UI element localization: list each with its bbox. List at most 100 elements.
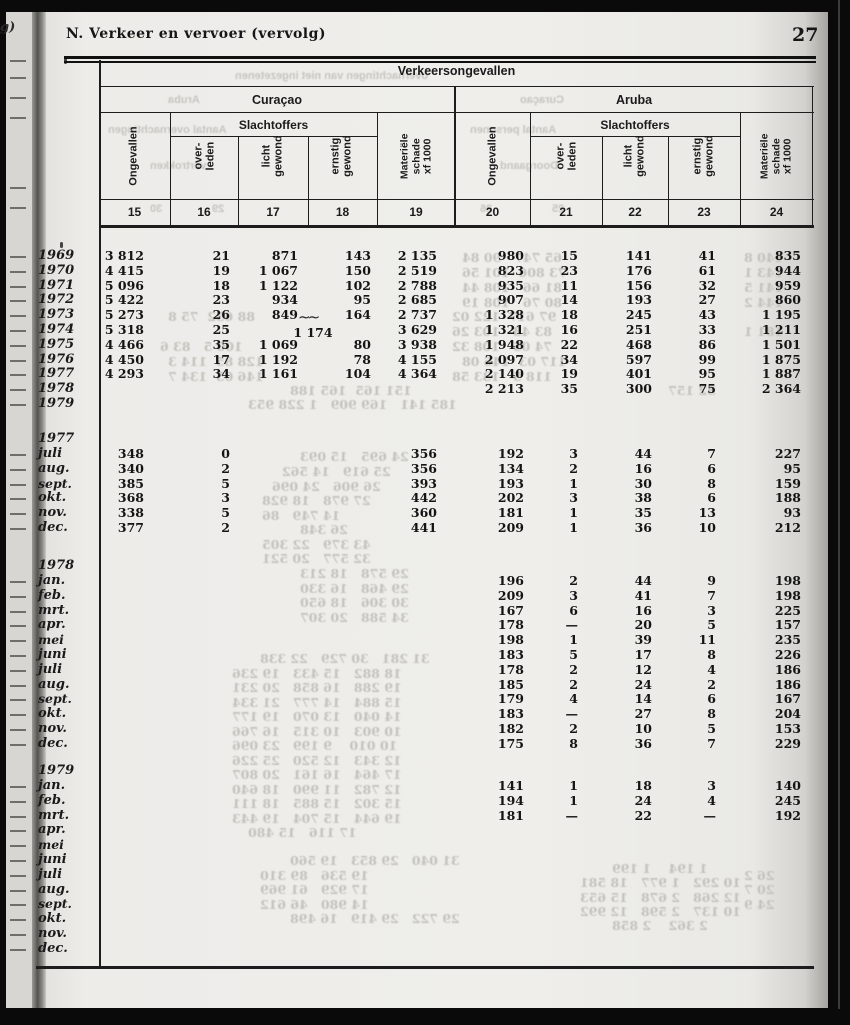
table-cell: 4 364	[397, 366, 437, 382]
page-number: 27	[792, 24, 819, 46]
margin-dash	[10, 374, 26, 377]
table-cell: 26	[212, 307, 230, 323]
table-cell: 134	[497, 460, 524, 476]
table-title: Verkeersongevallen	[397, 64, 516, 78]
table-cell: 8	[707, 706, 716, 722]
col-number: 22	[628, 205, 642, 219]
margin-dash	[10, 285, 26, 288]
table-cell: 159	[774, 475, 801, 491]
table-cell: 393	[410, 475, 437, 491]
bleedthrough-text: 15 884 14 777 21 334	[232, 695, 402, 710]
table-cell: 8	[569, 735, 578, 751]
table-cell: 20	[634, 617, 652, 633]
table-cell: 340	[117, 460, 144, 476]
table-cell: 44	[634, 573, 652, 588]
table-cell: 19	[212, 262, 230, 278]
margin-dash	[10, 729, 26, 731]
table-cell: 167	[497, 602, 524, 618]
table-cell: 36	[634, 520, 652, 535]
margin-dash	[10, 684, 26, 687]
col-number: 19	[409, 205, 423, 219]
table-cell: 8	[707, 475, 716, 491]
margin-dash	[10, 714, 26, 717]
table-cell: 32	[698, 277, 716, 293]
bleedthrough-text: 29 468 16 330	[300, 581, 409, 596]
bleedthrough-text: 20 7	[744, 882, 775, 897]
table-cell: 193	[497, 475, 524, 491]
table-cell: 1 195	[761, 307, 801, 323]
bleedthrough-text: 19 536 89 310	[260, 868, 369, 883]
table-cell: 35	[634, 505, 652, 521]
table-cell: 4 450	[104, 351, 144, 367]
table-cell: 4	[569, 691, 578, 707]
row-label: 1969	[38, 248, 75, 263]
row-label: juni	[38, 852, 67, 867]
row-label: aug.	[38, 676, 70, 692]
row-label: 1971	[38, 277, 75, 293]
table-cell: 209	[497, 520, 524, 535]
table-cell: 1 328	[484, 307, 524, 323]
row-label: 1972	[38, 292, 75, 308]
margin-dash	[10, 830, 26, 833]
margin-dash	[10, 845, 26, 848]
bleedthrough-text: 18 882 15 433 19 236	[232, 666, 402, 681]
table-cell: 2 364	[761, 381, 801, 397]
bleedthrough-text: 43 379 22 305	[262, 537, 371, 552]
table-cell: 156	[625, 277, 652, 293]
table-cell: 61	[698, 262, 716, 278]
table-cell: 143	[344, 248, 371, 263]
table-cell: 176	[625, 262, 652, 278]
row-label: apr.	[38, 822, 66, 838]
table-cell: 141	[625, 248, 652, 263]
row-label: 1976	[38, 351, 75, 367]
table-cell: 225	[774, 602, 801, 618]
margin-dash	[10, 699, 26, 702]
bleedthrough-text: 10 292 1 977 18 581	[580, 875, 741, 890]
table-cell: 192	[497, 446, 524, 461]
bleedthrough-text: 30 306 18 650	[300, 595, 409, 610]
table-cell: 4 293	[104, 366, 144, 382]
table-cell: 348	[117, 446, 144, 461]
bleedthrough-text: 10 903 10 315 16 766	[232, 724, 402, 739]
margin-dash	[10, 874, 26, 877]
bleedthrough-text: 25 619 14 562	[282, 464, 391, 479]
table-cell: 0	[221, 446, 230, 461]
table-cell: 1 067	[258, 262, 298, 278]
table-cell: 34	[212, 366, 230, 382]
bleedthrough-text: 12 343 12 520 25 226	[232, 753, 402, 768]
table-cell: 183	[497, 647, 524, 662]
table-cell: 835	[774, 248, 801, 263]
margin-dash	[10, 77, 26, 79]
table-cell: 30	[634, 475, 652, 491]
col-number: 24	[769, 205, 784, 219]
table-cell: 2	[569, 676, 578, 692]
margin-dash	[10, 207, 26, 209]
table-cell: 3	[569, 490, 578, 506]
page-gutter-shadow	[32, 12, 46, 1008]
row-label: 1978	[38, 381, 75, 397]
row-label: okt.	[38, 706, 67, 722]
table-cell: 1 321	[484, 322, 524, 337]
table-cell: 5	[707, 617, 716, 633]
table-cell: 11	[698, 632, 716, 648]
table-cell: 7	[707, 735, 716, 751]
table-cell: 907	[497, 292, 524, 308]
margin-note: g)	[0, 20, 16, 35]
table-cell: 23	[212, 292, 230, 308]
previous-page-sliver	[6, 12, 32, 1008]
table-cell: 6	[707, 490, 716, 506]
margin-dash	[10, 389, 26, 392]
col-number: 16	[197, 205, 211, 219]
row-label: aug.	[38, 460, 70, 476]
row-label: 1977	[38, 366, 75, 382]
table-cell: 229	[774, 735, 801, 751]
table-cell: 22	[634, 807, 652, 823]
table-cell: 44	[634, 446, 652, 461]
col-header-materiele-schade: Materiële schade xf 1000	[758, 133, 794, 179]
table-cell: 198	[497, 632, 524, 648]
table-cell: 1 501	[761, 336, 801, 352]
bleedthrough-text: 14 040 13 070 19 177	[232, 709, 402, 724]
row-label: mrt.	[38, 807, 70, 823]
bleedthrough-text: 15 302 15 885 18 111	[232, 796, 402, 811]
table-cell: 2 519	[397, 262, 437, 278]
